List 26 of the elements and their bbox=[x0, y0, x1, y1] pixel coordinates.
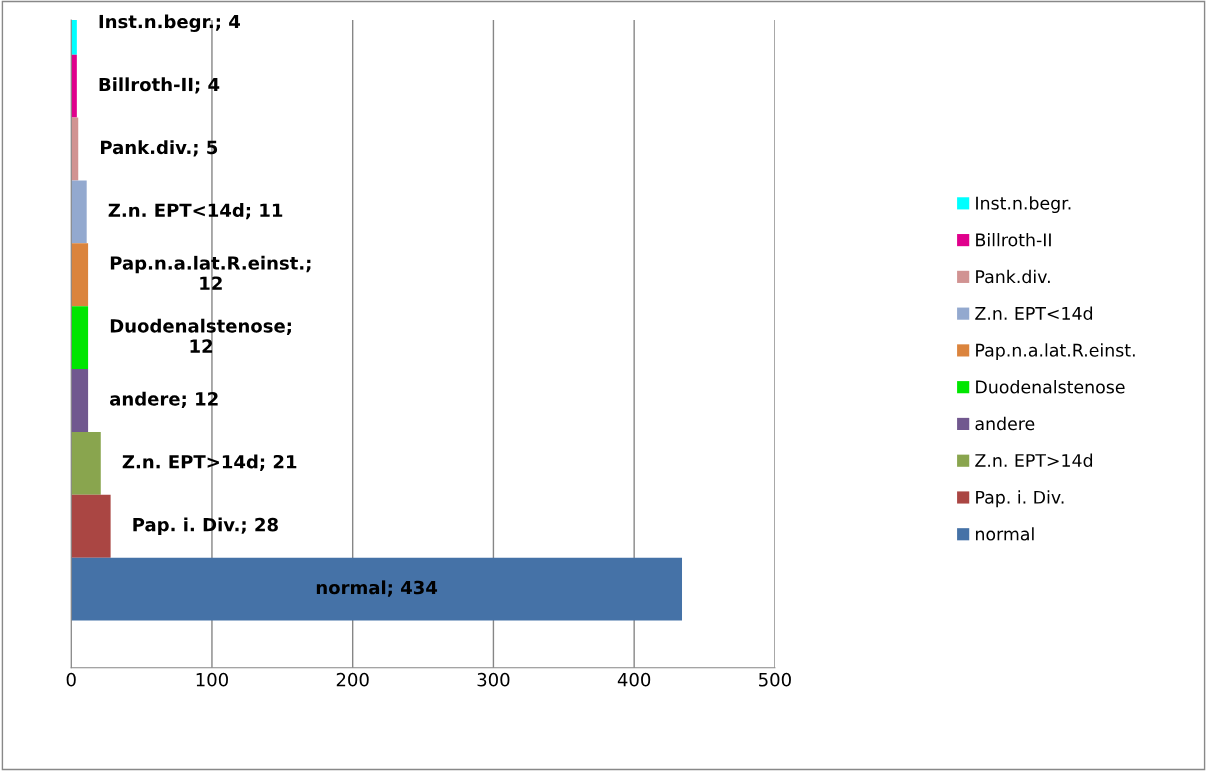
x-tick-label: 100 bbox=[196, 672, 228, 687]
legend-label: normal bbox=[976, 527, 1034, 541]
data-label: Z.n. EPT>14d; 21 bbox=[122, 454, 297, 471]
legend-label: Pank.div. bbox=[976, 269, 1050, 284]
data-label: Z.n. EPT<14d; 11 bbox=[108, 203, 283, 220]
data-label: Pap. i. Div.; 28 bbox=[133, 517, 278, 535]
legend-label: Billroth-II bbox=[976, 232, 1051, 247]
x-tick-label: 500 bbox=[759, 672, 791, 687]
data-label: Duodenalstenose; 12 bbox=[110, 318, 291, 353]
x-tick-label: 0 bbox=[66, 672, 76, 687]
x-tick-label: 400 bbox=[617, 672, 651, 687]
data-label: Inst.n.begr.; 4 bbox=[99, 14, 240, 32]
data-label: Pank.div.; 5 bbox=[101, 140, 218, 157]
x-tick-label: 300 bbox=[477, 672, 510, 687]
data-label: Pap.n.a.lat.R.einst.; 12 bbox=[110, 255, 311, 290]
legend-label: Duodenalstenose bbox=[976, 380, 1125, 394]
legend-label: Pap.n.a.lat.R.einst. bbox=[976, 343, 1135, 361]
data-label: Billroth-II; 4 bbox=[99, 77, 220, 94]
data-label: normal; 434 bbox=[316, 580, 438, 597]
legend-label: Inst.n.begr. bbox=[976, 196, 1071, 214]
legend-label: Z.n. EPT>14d bbox=[975, 453, 1093, 468]
x-tick-label: 200 bbox=[336, 672, 369, 687]
legend-label: andere bbox=[975, 416, 1035, 431]
legend-label: Pap. i. Div. bbox=[976, 490, 1064, 508]
legend-label: Z.n. EPT<14d bbox=[975, 306, 1093, 320]
data-label: andere; 12 bbox=[109, 391, 218, 408]
